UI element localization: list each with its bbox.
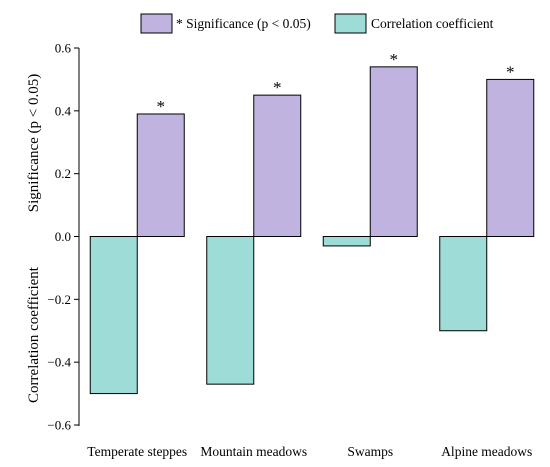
axes [74, 47, 80, 426]
bar-significance [486, 78, 535, 237]
legend-label-correlation: Correlation coefficient [371, 16, 494, 31]
legend: * Significance (p < 0.05) Correlation co… [140, 13, 494, 34]
bar-significance [136, 113, 185, 237]
bar-correlation [206, 236, 255, 385]
significance-marker: * [390, 50, 399, 69]
legend-label-significance: * Significance (p < 0.05) [176, 16, 311, 31]
significance-marker: * [157, 97, 166, 116]
y-tick-label: 0.4 [55, 103, 72, 118]
legend-swatch-correlation [334, 13, 367, 34]
x-category-label: Alpine meadows [441, 444, 532, 459]
y-tick-label: −0.6 [47, 418, 71, 433]
bar-correlation [322, 236, 371, 247]
x-category-label: Swamps [347, 444, 393, 459]
bar-significance [253, 94, 302, 237]
x-category-label: Mountain meadows [200, 444, 307, 459]
significance-marker: * [506, 62, 515, 81]
bar-correlation [89, 236, 138, 395]
y-axis-label-correlation: Correlation coefficient [26, 266, 42, 403]
bar-significance [369, 66, 418, 237]
y-tick-label: 0.6 [55, 41, 72, 56]
legend-swatch-significance [140, 13, 173, 34]
bar-correlation [439, 236, 488, 332]
y-tick-label: 0.2 [55, 166, 71, 181]
y-tick-label: −0.4 [47, 355, 71, 370]
y-tick-label: −0.2 [47, 292, 71, 307]
x-category-label: Temperate steppes [87, 444, 187, 459]
bars [89, 66, 535, 395]
labels: 0.6 0.4 0.2 0.0 −0.2 −0.4 −0.6 * Temperate stepp… [47, 41, 532, 460]
y-tick-label: 0.0 [55, 229, 71, 244]
y-axis-label-significance: Significance (p < 0.05) [26, 74, 42, 212]
significance-marker: * [273, 78, 282, 97]
